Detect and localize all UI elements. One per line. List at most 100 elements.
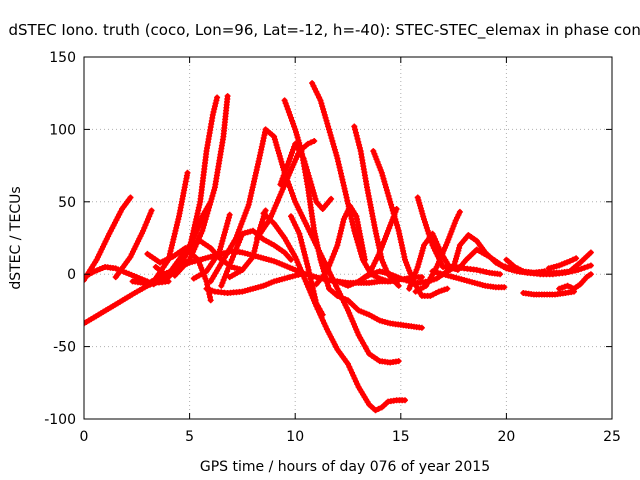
data-point (224, 93, 231, 100)
data-point (289, 117, 295, 124)
data-point (372, 407, 379, 414)
data-point (238, 233, 245, 240)
data-point (211, 103, 218, 110)
data-point (146, 213, 153, 220)
data-point (285, 158, 292, 165)
series-12 (180, 198, 214, 263)
data-point (323, 117, 330, 124)
data-point (373, 269, 380, 276)
data-point (271, 136, 278, 143)
data-point (380, 259, 387, 266)
data-point (321, 111, 328, 118)
data-point (333, 245, 340, 252)
data-point (354, 135, 361, 142)
data-point (298, 239, 305, 246)
data-point (332, 149, 339, 156)
data-point (289, 149, 295, 156)
data-point (566, 258, 573, 265)
y-tick-label: 0 (67, 267, 76, 283)
data-point (304, 140, 311, 147)
data-point (291, 195, 298, 202)
data-point (286, 169, 293, 176)
data-point (329, 253, 336, 260)
data-point (296, 230, 303, 237)
data-point (209, 287, 216, 294)
data-point (302, 278, 309, 285)
x-tick-label: 15 (392, 429, 410, 445)
data-point (226, 211, 233, 218)
data-point (219, 279, 226, 286)
data-point (194, 226, 200, 233)
data-point (214, 94, 221, 101)
data-point (276, 150, 282, 157)
data-point (346, 310, 353, 317)
data-point (453, 253, 460, 260)
data-point (564, 282, 571, 289)
data-point (450, 223, 457, 230)
data-point (378, 169, 385, 176)
data-point (385, 193, 392, 199)
data-point (388, 204, 395, 211)
data-point (361, 256, 368, 263)
data-point (320, 109, 327, 115)
data-point (561, 283, 568, 290)
data-point (382, 277, 389, 284)
data-point (393, 219, 400, 226)
data-point (386, 195, 393, 202)
data-point (292, 253, 299, 260)
data-point (276, 153, 283, 160)
data-point (356, 145, 363, 151)
data-point (224, 220, 231, 227)
data-point (391, 213, 398, 220)
data-point (207, 198, 214, 205)
data-point (217, 246, 223, 253)
data-point (424, 227, 431, 234)
x-tick-label: 0 (80, 429, 89, 445)
data-point (277, 191, 284, 198)
data-point (319, 262, 326, 269)
data-point (290, 193, 297, 199)
data-point (274, 144, 281, 151)
data-point (384, 190, 391, 197)
data-point (387, 198, 394, 205)
data-point (575, 266, 582, 273)
data-point (291, 123, 298, 130)
data-point (427, 236, 434, 243)
data-point (317, 256, 324, 263)
data-point (441, 286, 448, 293)
data-point (290, 146, 297, 153)
data-point (237, 223, 244, 230)
data-point (385, 227, 392, 234)
data-point (497, 271, 504, 278)
data-point (326, 126, 332, 133)
data-point (403, 277, 410, 284)
data-point (319, 311, 326, 318)
data-point (224, 268, 231, 275)
data-point (278, 158, 285, 165)
data-point (445, 236, 452, 243)
data-point (356, 142, 363, 148)
data-point (301, 248, 307, 255)
y-axis-label: dSTEC / TECUs (8, 186, 24, 289)
series-21 (281, 97, 425, 331)
data-point (279, 175, 286, 182)
data-point (280, 172, 287, 179)
data-point (212, 100, 219, 107)
data-point (242, 210, 249, 216)
series-36 (545, 255, 580, 272)
y-tick-label: 100 (49, 122, 76, 138)
data-point (195, 224, 201, 231)
data-point (206, 286, 213, 293)
data-point (376, 164, 383, 171)
series-5 (129, 278, 172, 286)
data-point (246, 198, 253, 205)
x-tick-label: 5 (185, 429, 194, 445)
data-point (559, 284, 565, 291)
data-point (270, 208, 277, 214)
data-point (587, 249, 594, 256)
data-point (323, 268, 330, 275)
data-point (433, 264, 440, 270)
series-33 (503, 256, 548, 276)
data-point (390, 210, 397, 217)
